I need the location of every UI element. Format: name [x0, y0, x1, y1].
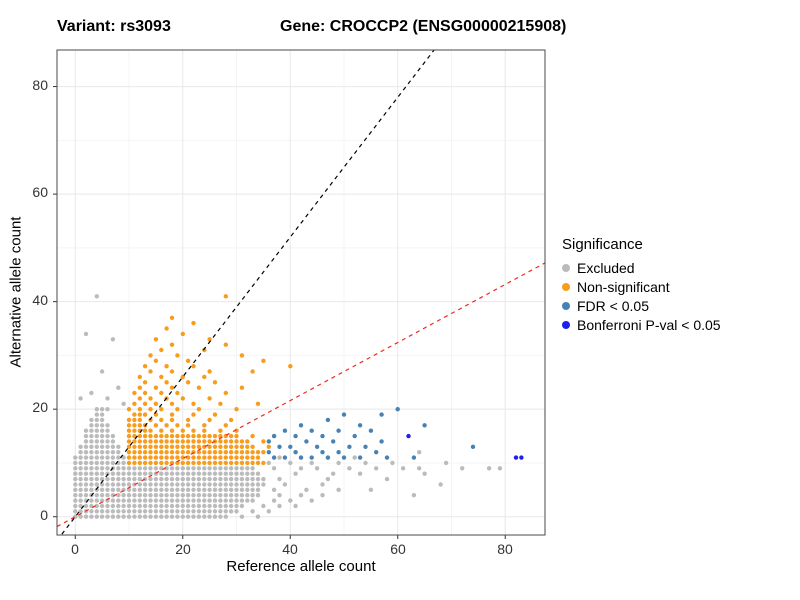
- excluded-dot-icon: [562, 263, 570, 272]
- variant-title: Variant: rs3093: [57, 18, 171, 35]
- y-tick-label-20: 20: [32, 399, 48, 415]
- legend-item-non-significant: Non-significant: [562, 277, 782, 296]
- legend-item-bonferroni: Bonferroni P-val < 0.05: [562, 315, 782, 334]
- y-tick-label-60: 60: [32, 184, 48, 200]
- y-tick-label-0: 0: [40, 507, 48, 523]
- x-tick-label-20: 20: [175, 541, 191, 557]
- gene-title: Gene: CROCCP2 (ENSG00000215908): [280, 18, 567, 35]
- legend-item-fdr: FDR < 0.05: [562, 296, 782, 315]
- x-axis-title: Reference allele count: [226, 558, 376, 575]
- y-tick-label-40: 40: [32, 292, 48, 308]
- legend: Significance Excluded Non-significant FD…: [562, 236, 782, 334]
- x-tick-label-80: 80: [497, 541, 513, 557]
- fdr-dot-icon: [562, 301, 570, 310]
- legend-title: Significance: [562, 236, 643, 253]
- y-tick-label-80: 80: [32, 77, 48, 93]
- legend-item-label: Non-significant: [577, 278, 670, 295]
- x-tick-label-40: 40: [282, 541, 298, 557]
- legend-item-label: FDR < 0.05: [577, 297, 649, 314]
- non-significant-dot-icon: [562, 282, 570, 291]
- x-tick-label-60: 60: [390, 541, 406, 557]
- bonferroni-dot-icon: [562, 320, 570, 329]
- x-tick-label-0: 0: [71, 541, 79, 557]
- legend-item-label: Excluded: [577, 259, 635, 276]
- y-axis-title: Alternative allele count: [7, 216, 25, 368]
- legend-item-label: Bonferroni P-val < 0.05: [577, 316, 721, 333]
- legend-item-excluded: Excluded: [562, 258, 782, 277]
